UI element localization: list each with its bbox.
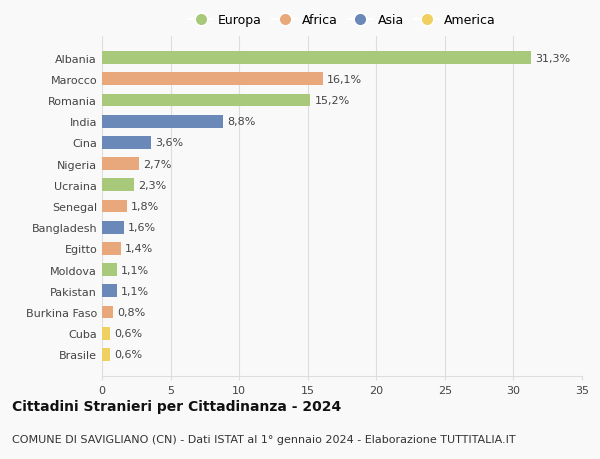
Text: 31,3%: 31,3% bbox=[535, 54, 571, 63]
Text: 1,1%: 1,1% bbox=[121, 286, 149, 296]
Bar bbox=[102, 327, 110, 340]
Text: 0,8%: 0,8% bbox=[117, 308, 145, 317]
Bar bbox=[102, 242, 121, 255]
Bar bbox=[102, 73, 323, 86]
Text: COMUNE DI SAVIGLIANO (CN) - Dati ISTAT al 1° gennaio 2024 - Elaborazione TUTTITA: COMUNE DI SAVIGLIANO (CN) - Dati ISTAT a… bbox=[12, 434, 515, 444]
Text: 15,2%: 15,2% bbox=[314, 96, 350, 106]
Bar bbox=[102, 285, 117, 297]
Bar bbox=[102, 221, 124, 234]
Text: 0,6%: 0,6% bbox=[115, 350, 142, 359]
Bar bbox=[102, 306, 113, 319]
Bar bbox=[102, 95, 310, 107]
Text: 0,6%: 0,6% bbox=[115, 329, 142, 338]
Bar bbox=[102, 200, 127, 213]
Text: 2,7%: 2,7% bbox=[143, 159, 172, 169]
Bar bbox=[102, 116, 223, 129]
Bar bbox=[102, 158, 139, 171]
Text: 1,6%: 1,6% bbox=[128, 223, 156, 233]
Text: 1,4%: 1,4% bbox=[125, 244, 154, 254]
Bar bbox=[102, 263, 117, 276]
Text: 1,1%: 1,1% bbox=[121, 265, 149, 275]
Text: 16,1%: 16,1% bbox=[327, 75, 362, 84]
Text: 3,6%: 3,6% bbox=[155, 138, 184, 148]
Bar bbox=[102, 52, 531, 65]
Text: 8,8%: 8,8% bbox=[227, 117, 255, 127]
Bar bbox=[102, 348, 110, 361]
Text: Cittadini Stranieri per Cittadinanza - 2024: Cittadini Stranieri per Cittadinanza - 2… bbox=[12, 399, 341, 413]
Bar bbox=[102, 179, 134, 192]
Bar bbox=[102, 137, 151, 150]
Legend: Europa, Africa, Asia, America: Europa, Africa, Asia, America bbox=[183, 9, 501, 32]
Text: 1,8%: 1,8% bbox=[131, 202, 159, 212]
Text: 2,3%: 2,3% bbox=[137, 180, 166, 190]
